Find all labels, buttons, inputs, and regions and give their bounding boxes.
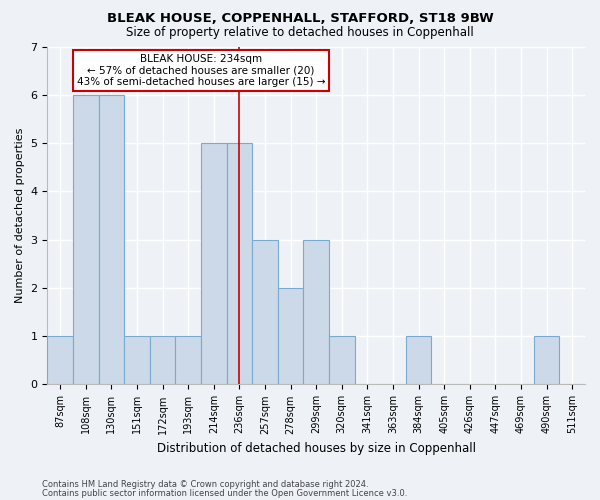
Bar [406, 336, 431, 384]
Bar [534, 336, 559, 384]
Text: Size of property relative to detached houses in Coppenhall: Size of property relative to detached ho… [126, 26, 474, 39]
Bar [98, 95, 124, 384]
Bar [252, 240, 278, 384]
Text: Contains HM Land Registry data © Crown copyright and database right 2024.: Contains HM Land Registry data © Crown c… [42, 480, 368, 489]
Bar [227, 143, 252, 384]
Text: Contains public sector information licensed under the Open Government Licence v3: Contains public sector information licen… [42, 488, 407, 498]
Bar [73, 95, 98, 384]
Bar [201, 143, 227, 384]
Bar [47, 336, 73, 384]
Text: BLEAK HOUSE, COPPENHALL, STAFFORD, ST18 9BW: BLEAK HOUSE, COPPENHALL, STAFFORD, ST18 … [107, 12, 493, 26]
Bar [175, 336, 201, 384]
X-axis label: Distribution of detached houses by size in Coppenhall: Distribution of detached houses by size … [157, 442, 476, 455]
Bar [329, 336, 355, 384]
Y-axis label: Number of detached properties: Number of detached properties [15, 128, 25, 303]
Bar [304, 240, 329, 384]
Bar [150, 336, 175, 384]
Bar [124, 336, 150, 384]
Bar [278, 288, 304, 384]
Text: BLEAK HOUSE: 234sqm
← 57% of detached houses are smaller (20)
43% of semi-detach: BLEAK HOUSE: 234sqm ← 57% of detached ho… [77, 54, 325, 87]
